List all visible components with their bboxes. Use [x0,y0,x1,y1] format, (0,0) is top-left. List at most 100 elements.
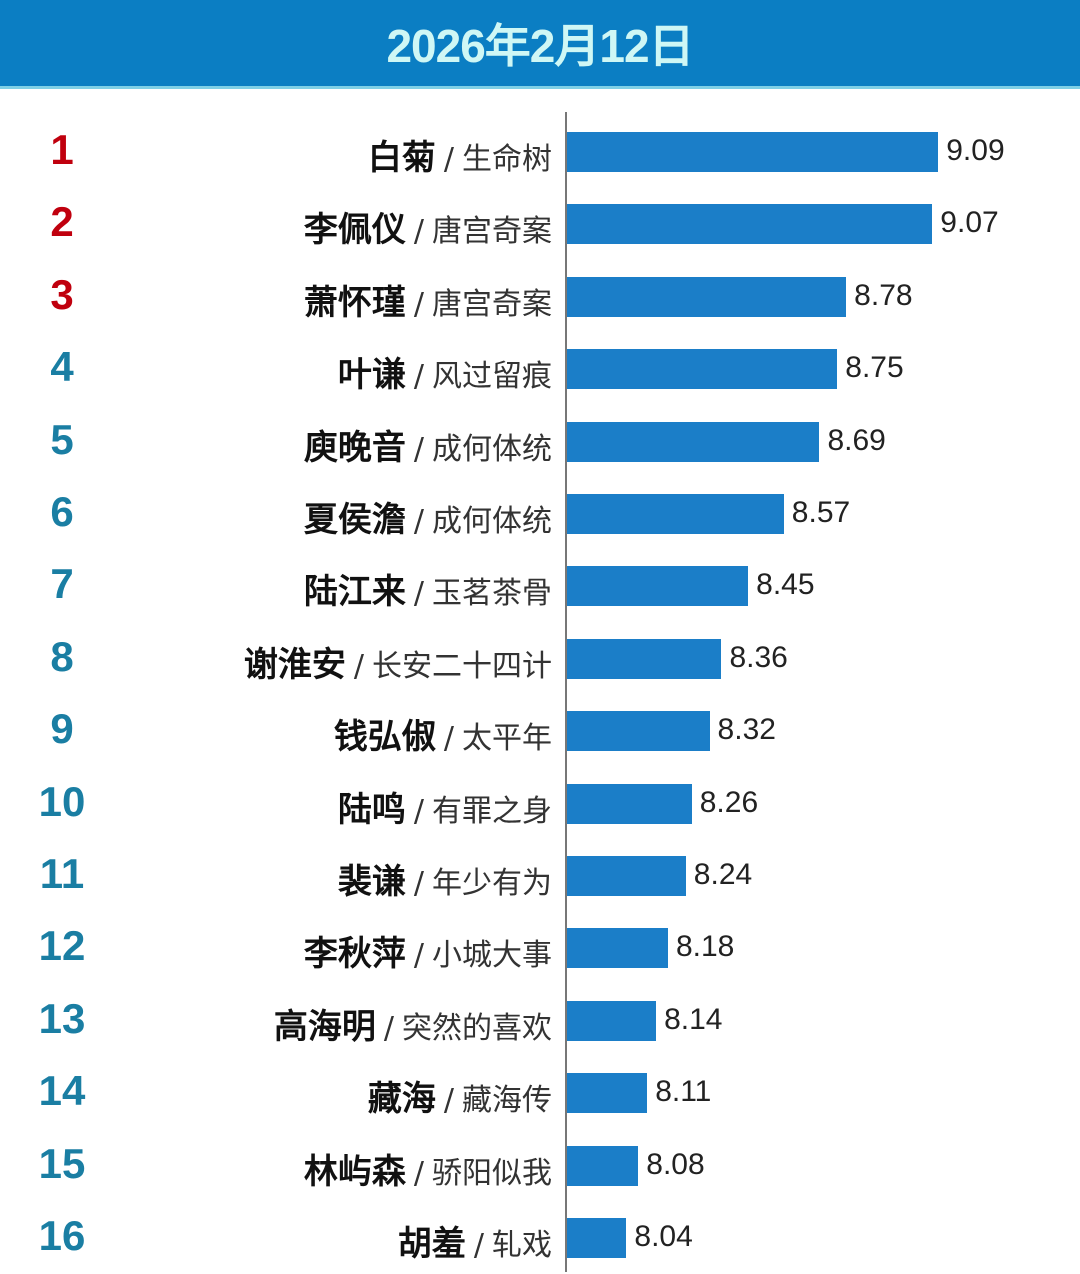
separator: / [413,359,424,395]
value-label: 8.18 [675,930,735,964]
row-label: 裴谦 / 年少有为 [338,854,552,903]
separator: / [413,504,424,539]
rank-label: 8 [50,632,74,680]
drama-title: 生命树 [462,142,552,177]
bar [567,204,933,245]
value-label: 8.11 [655,1075,712,1109]
separator: / [413,793,424,829]
bar [567,494,784,534]
bar [567,1000,657,1041]
row-label: 李佩仪 / 唐宫奇案 [304,202,552,251]
drama-title: 有罪之身 [432,793,552,829]
character-name: 裴谦 [337,862,406,902]
chart-row: 2 李佩仪 / 唐宫奇案 9.07 [0,188,1080,260]
character-name: 陆鸣 [337,789,406,830]
chart-row: 4 叶谦 / 风过留痕 8.75 [0,333,1080,405]
rank-label: 5 [50,415,74,463]
bar [567,421,820,462]
chart-row: 13 高海明 / 突然的喜欢 8.14 [0,985,1080,1057]
separator: / [443,721,454,757]
separator: / [473,1228,484,1263]
drama-title: 唐宫奇案 [432,214,552,250]
bar [567,276,847,317]
row-label: 庾晚音 / 成何体统 [304,420,552,469]
value-label: 8.45 [756,568,815,602]
chart-row: 14 藏海 / 藏海传 8.11 [0,1057,1080,1129]
separator: / [383,1010,394,1046]
rank-label: 7 [50,560,74,608]
chart-row: 8 谢淮安 / 长安二十四计 8.36 [0,623,1080,695]
row-label: 钱弘俶 / 太平年 [334,709,552,758]
drama-title: 太平年 [462,721,552,757]
row-label: 林屿森 / 骄阳似我 [304,1144,552,1193]
chart-row: 10 陆鸣 / 有罪之身 8.26 [0,768,1080,840]
row-label: 白菊 / 生命树 [368,130,552,179]
drama-title: 小城大事 [432,938,552,974]
separator: / [413,938,424,974]
chart-row: 3 萧怀瑾 / 唐宫奇案 8.78 [0,261,1080,333]
rank-label: 14 [38,1067,86,1115]
y-axis-line [565,112,567,1272]
separator: / [413,286,424,322]
chart-row: 11 裴谦 / 年少有为 8.24 [0,840,1080,912]
bar [567,1073,648,1114]
separator: / [443,1083,454,1119]
separator: / [413,431,424,467]
drama-title: 唐宫奇案 [432,286,552,322]
rank-label: 9 [50,705,74,753]
chart-row: 7 陆江来 / 玉茗茶骨 8.45 [0,550,1080,622]
row-label: 李秋萍 / 小城大事 [304,926,552,975]
drama-title: 风过留痕 [432,359,552,395]
chart-header: 2026年2月12日 [0,0,1080,89]
bar [567,566,749,607]
separator: / [353,648,364,684]
value-label: 9.09 [946,134,1005,167]
character-name: 萧怀瑾 [303,282,406,323]
rank-label: 3 [50,270,74,318]
value-label: 8.32 [717,713,776,747]
character-name: 谢淮安 [243,644,346,685]
rank-label: 6 [50,488,74,535]
bar [567,711,710,752]
drama-title: 成何体统 [432,504,552,539]
bar [567,783,692,824]
drama-title: 骄阳似我 [432,1155,552,1191]
chart-row: 6 夏侯澹 / 成何体统 8.57 [0,478,1080,550]
drama-title: 轧戏 [492,1228,552,1263]
row-label: 陆鸣 / 有罪之身 [338,782,552,831]
value-label: 8.14 [664,1002,723,1036]
separator: / [413,866,424,901]
character-name: 叶谦 [337,355,406,396]
bar [567,638,722,679]
character-name: 白菊 [367,138,436,178]
character-name: 李秋萍 [303,934,406,975]
rank-label: 11 [39,850,85,897]
value-label: 8.04 [634,1220,693,1253]
row-label: 高海明 / 突然的喜欢 [274,999,552,1048]
bar [567,856,686,896]
value-label: 8.08 [646,1147,705,1181]
value-label: 8.26 [699,785,759,819]
chart-row: 12 李秋萍 / 小城大事 8.18 [0,912,1080,984]
drama-title: 突然的喜欢 [402,1010,552,1046]
rank-label: 10 [38,777,86,825]
character-name: 李佩仪 [303,210,406,251]
character-name: 陆江来 [303,572,406,613]
drama-title: 藏海传 [462,1083,552,1119]
chart-row: 1 白菊 / 生命树 9.09 [0,116,1080,188]
separator: / [413,214,424,250]
row-label: 胡羞 / 轧戏 [398,1216,552,1265]
row-label: 谢淮安 / 长安二十四计 [244,637,552,686]
drama-title: 长安二十四计 [372,648,552,684]
value-label: 8.78 [854,278,913,312]
bar [567,1145,639,1186]
character-name: 藏海 [367,1079,436,1120]
rank-label: 13 [38,994,86,1042]
chart-title: 2026年2月12日 [386,20,694,72]
character-name: 庾晚音 [303,427,406,468]
row-label: 藏海 / 藏海传 [368,1071,552,1120]
rank-label: 12 [38,922,86,970]
chart-row: 5 庾晚音 / 成何体统 8.69 [0,406,1080,478]
row-label: 叶谦 / 风过留痕 [338,347,552,396]
value-label: 8.75 [845,351,904,385]
